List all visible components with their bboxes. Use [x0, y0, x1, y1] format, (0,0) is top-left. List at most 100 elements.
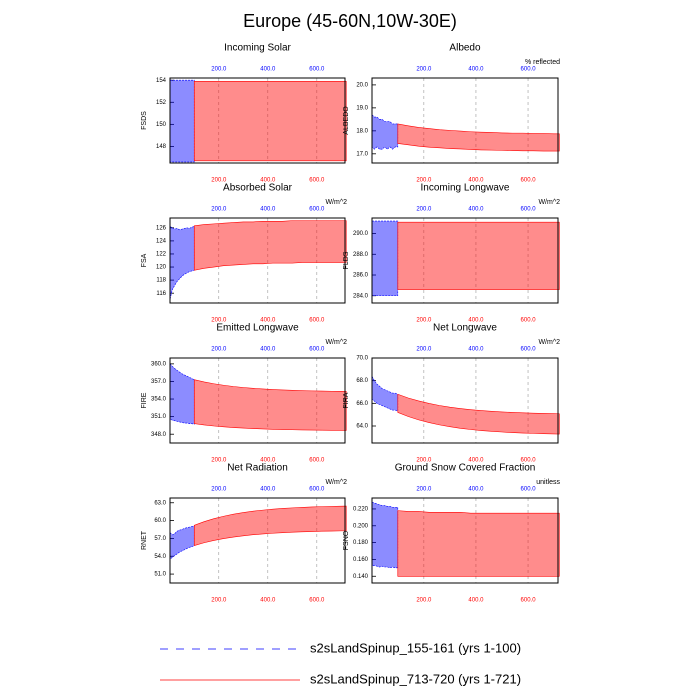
range-band	[169, 363, 195, 425]
y-tick-label: 0.220	[353, 507, 369, 513]
x-tick-label-bottom: 600.0	[309, 318, 325, 324]
units-label: W/m^2	[325, 479, 347, 486]
x-tick-label-top: 400.0	[260, 487, 276, 493]
y-tick-label: 284.0	[353, 293, 369, 299]
x-tick-label-top: 400.0	[468, 347, 484, 353]
y-axis-label: FIRA	[343, 392, 350, 408]
x-tick-label-bottom: 400.0	[260, 458, 276, 464]
x-tick-label-top: 400.0	[260, 347, 276, 353]
x-tick-label-bottom: 400.0	[468, 178, 484, 184]
y-tick-label: 122	[156, 252, 167, 258]
x-tick-label-top: 400.0	[468, 67, 484, 73]
y-axis-label: FLDS	[343, 251, 350, 269]
x-tick-label-top: 600.0	[309, 347, 325, 353]
x-tick-label-bottom: 200.0	[211, 318, 227, 324]
x-tick-label-top: 400.0	[468, 207, 484, 213]
units-label: unitless	[536, 479, 560, 486]
y-tick-label: 18.0	[356, 128, 368, 134]
x-tick-label-bottom: 400.0	[260, 318, 276, 324]
range-band	[397, 123, 560, 152]
x-tick-label-top: 200.0	[416, 67, 432, 73]
y-tick-label: 66.0	[356, 401, 368, 407]
plot-frame	[371, 357, 559, 444]
panel-title: Incoming Longwave	[421, 183, 510, 194]
y-tick-label: 60.0	[154, 518, 166, 524]
panel-title: Ground Snow Covered Fraction	[395, 463, 536, 474]
panel-title: Albedo	[449, 43, 481, 54]
x-tick-label-top: 200.0	[416, 487, 432, 493]
x-tick-label-bottom: 200.0	[211, 598, 227, 604]
range-band	[397, 221, 560, 290]
x-tick-label-top: 200.0	[211, 347, 227, 353]
x-tick-label-top: 200.0	[416, 347, 432, 353]
range-band	[193, 505, 347, 546]
plot-frame	[169, 217, 346, 304]
y-tick-label: 68.0	[356, 378, 368, 384]
y-tick-label: 126	[156, 225, 167, 231]
range-band	[169, 525, 195, 560]
range-band	[397, 510, 560, 577]
x-tick-label-bottom: 200.0	[416, 178, 432, 184]
y-tick-label: 354.0	[151, 397, 167, 403]
range-band	[193, 379, 347, 431]
y-tick-label: 57.0	[154, 536, 166, 542]
y-tick-label: 0.180	[353, 540, 369, 546]
panel-title: Emitted Longwave	[216, 323, 299, 334]
y-tick-label: 120	[156, 265, 167, 271]
range-band	[371, 375, 399, 412]
x-tick-label-top: 600.0	[521, 347, 537, 353]
x-tick-label-bottom: 600.0	[521, 318, 537, 324]
range-band	[169, 225, 195, 300]
x-tick-label-top: 400.0	[260, 67, 276, 73]
units-label: W/m^2	[325, 199, 347, 206]
y-tick-label: 360.0	[151, 361, 167, 367]
plot-frame	[169, 497, 346, 584]
y-tick-label: 152	[156, 100, 167, 106]
x-tick-label-bottom: 200.0	[416, 598, 432, 604]
plot-frame	[371, 497, 559, 584]
legend-label: s2sLandSpinup_155-161 (yrs 1-100)	[310, 640, 521, 655]
x-tick-label-top: 200.0	[211, 487, 227, 493]
range-band	[397, 393, 560, 435]
y-tick-label: 148	[156, 144, 167, 150]
panel-title: Net Radiation	[227, 463, 288, 474]
x-tick-label-bottom: 200.0	[211, 458, 227, 464]
y-tick-label: 20.0	[356, 82, 368, 88]
y-tick-label: 348.0	[151, 432, 167, 438]
x-tick-label-bottom: 600.0	[309, 598, 325, 604]
x-tick-label-bottom: 400.0	[468, 318, 484, 324]
x-tick-label-top: 400.0	[468, 487, 484, 493]
range-band	[371, 501, 399, 569]
y-tick-label: 154	[156, 78, 167, 84]
y-axis-label: RNET	[141, 530, 148, 550]
x-tick-label-top: 200.0	[211, 207, 227, 213]
y-tick-label: 17.0	[356, 151, 368, 157]
y-tick-label: 150	[156, 122, 167, 128]
x-tick-label-bottom: 400.0	[260, 178, 276, 184]
x-tick-label-bottom: 200.0	[416, 458, 432, 464]
y-tick-label: 357.0	[151, 379, 167, 385]
plot-frame	[169, 77, 346, 164]
y-tick-label: 286.0	[353, 273, 369, 279]
x-tick-label-bottom: 600.0	[309, 458, 325, 464]
range-band	[193, 81, 347, 162]
y-tick-label: 0.160	[353, 557, 369, 563]
x-tick-label-top: 600.0	[521, 487, 537, 493]
x-tick-label-top: 200.0	[211, 67, 227, 73]
range-band	[371, 114, 399, 150]
plot-frame	[371, 77, 559, 164]
units-label: W/m^2	[538, 339, 560, 346]
x-tick-label-bottom: 200.0	[416, 318, 432, 324]
y-tick-label: 54.0	[154, 554, 166, 560]
x-tick-label-bottom: 400.0	[468, 598, 484, 604]
panel-title: Net Longwave	[433, 323, 497, 334]
y-tick-label: 0.200	[353, 523, 369, 529]
x-tick-label-top: 400.0	[260, 207, 276, 213]
x-tick-label-top: 600.0	[309, 67, 325, 73]
range-band	[169, 79, 195, 163]
plot-frame	[371, 217, 559, 304]
x-tick-label-bottom: 600.0	[309, 178, 325, 184]
x-tick-label-bottom: 600.0	[521, 178, 537, 184]
y-axis-label: FSA	[141, 253, 148, 267]
